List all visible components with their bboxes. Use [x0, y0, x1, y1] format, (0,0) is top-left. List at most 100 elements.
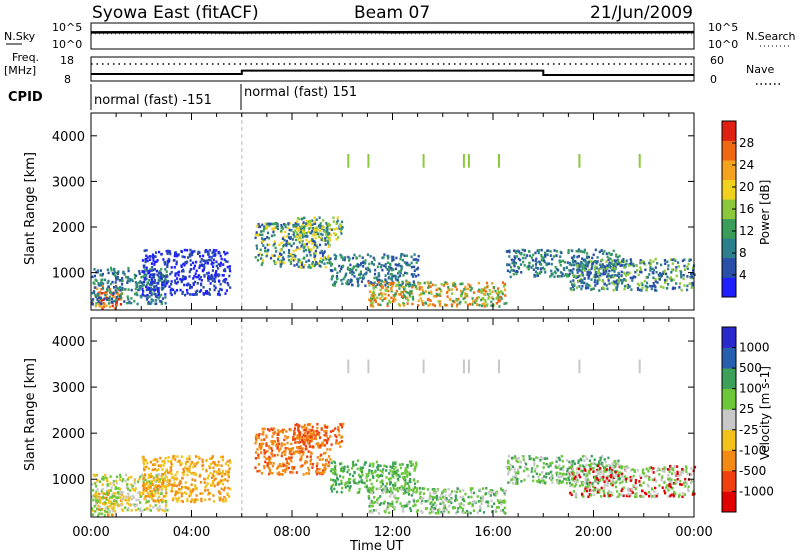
echo-cell [595, 271, 597, 274]
echo-streak [367, 154, 369, 168]
echo-cell [145, 286, 147, 289]
echo-cell [288, 467, 290, 470]
echo-cell [262, 433, 264, 436]
echo-cell [348, 259, 350, 262]
echo-cell [410, 510, 412, 513]
echo-cell [388, 512, 390, 515]
echo-cell [463, 298, 465, 301]
echo-cell [133, 300, 135, 303]
echo-cell [156, 477, 158, 480]
echo-cell [501, 500, 503, 503]
echo-cell [503, 499, 505, 502]
echo-cell [119, 478, 121, 481]
echo-cell [594, 265, 596, 268]
echo-cell [107, 282, 109, 285]
echo-cell [409, 480, 411, 483]
echo-cell [194, 293, 196, 296]
echo-cell [266, 450, 268, 453]
echo-cell [371, 296, 373, 299]
echo-cell [286, 460, 288, 463]
cpid-label: CPID [8, 90, 43, 105]
echo-cell [559, 255, 561, 258]
echo-cell [550, 270, 552, 273]
echo-cell [652, 272, 654, 275]
echo-cell [109, 510, 111, 513]
echo-cell [340, 279, 342, 282]
echo-cell [270, 428, 272, 431]
echo-cell [418, 255, 420, 258]
echo-cell [219, 252, 221, 255]
echo-cell [220, 255, 222, 258]
echo-cell [414, 504, 416, 507]
echo-cell [533, 462, 535, 465]
echo-cell [497, 290, 499, 293]
echo-cell [651, 495, 653, 498]
echo-cell [117, 272, 119, 275]
echo-cell [481, 499, 483, 502]
echo-cell [658, 473, 660, 476]
echo-cell [340, 468, 342, 471]
echo-cell [656, 495, 658, 498]
echo-cell [271, 228, 273, 231]
echo-cell [666, 484, 668, 487]
echo-cell [378, 281, 380, 284]
echo-cell [169, 250, 171, 253]
echo-cell [288, 463, 290, 466]
echo-cell [655, 258, 657, 261]
echo-cell [392, 462, 394, 465]
echo-cell [131, 509, 133, 512]
echo-cell [376, 479, 378, 482]
echo-cell [121, 292, 123, 295]
echo-cell [557, 474, 559, 477]
echo-cell [327, 233, 329, 236]
echo-cell [382, 492, 384, 495]
echo-cell [182, 468, 184, 471]
echo-cell [109, 306, 111, 309]
echo-cell [573, 288, 575, 291]
echo-cell [271, 254, 273, 257]
echo-cell [170, 469, 172, 472]
echo-cell [341, 426, 343, 429]
echo-cell [392, 484, 394, 487]
echo-cell [443, 507, 445, 510]
echo-cell [184, 256, 186, 259]
echo-cell [329, 239, 331, 242]
echo-cell [176, 282, 178, 285]
echo-cell [508, 455, 510, 458]
echo-cell [654, 494, 656, 497]
echo-cell [259, 225, 261, 228]
echo-cell [310, 433, 312, 436]
echo-cell [676, 275, 678, 278]
echo-cell [113, 292, 115, 295]
freq-tick-bottom: 8 [64, 73, 71, 86]
echo-cell [297, 447, 299, 450]
echo-cell [390, 297, 392, 300]
echo-cell [666, 287, 668, 290]
echo-cell [368, 490, 370, 493]
echo-cell [437, 294, 439, 297]
echo-cell [273, 260, 275, 263]
echo-cell [314, 258, 316, 261]
echo-cell [573, 284, 575, 287]
echo-cell [599, 479, 601, 482]
echo-cell [171, 476, 173, 479]
echo-cell [330, 264, 332, 267]
echo-cell [187, 470, 189, 473]
echo-cell [189, 255, 191, 258]
echo-cell [322, 239, 324, 242]
echo-cell [324, 250, 326, 253]
echo-cell [390, 493, 392, 496]
echo-cell [426, 507, 428, 510]
echo-cell [315, 436, 317, 439]
echo-cell [634, 276, 636, 279]
echo-cell [325, 432, 327, 435]
echo-cell [678, 495, 680, 498]
echo-cell [594, 284, 596, 287]
echo-cell [225, 278, 227, 281]
echo-cell [539, 272, 541, 275]
echo-cell [206, 260, 208, 263]
echo-cell [369, 270, 371, 273]
echo-cell [179, 482, 181, 485]
echo-cell [327, 242, 329, 245]
echo-cell [552, 272, 554, 275]
